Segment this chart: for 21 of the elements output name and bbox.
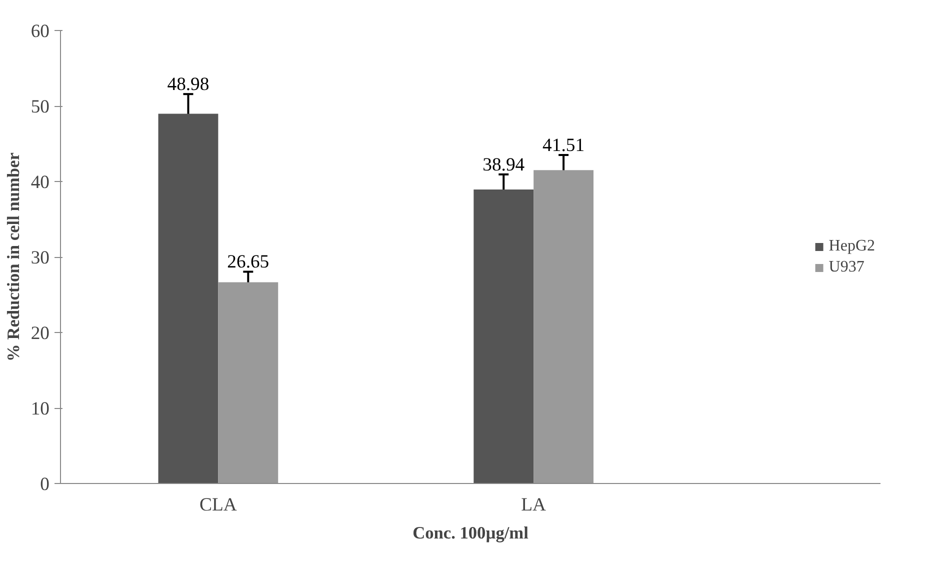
- y-tick-label: 30: [30, 248, 50, 268]
- legend-label: HepG2: [828, 237, 875, 255]
- y-tick-label: 50: [30, 96, 50, 118]
- y-tick-label: 40: [30, 172, 50, 193]
- x-axis-title: Conc. 100µg/ml: [412, 524, 529, 542]
- y-tick-label: 0: [40, 474, 50, 495]
- x-tick-label: LA: [521, 494, 547, 516]
- data-label: 26.65: [227, 252, 270, 273]
- x-tick-label: CLA: [200, 494, 238, 516]
- legend-label: U937: [828, 258, 864, 276]
- y-axis-title: % Reduction in cell number: [4, 152, 23, 362]
- data-label: 48.98: [167, 74, 210, 96]
- bar: [534, 170, 594, 484]
- data-label: 38.94: [482, 154, 526, 176]
- y-tick-label: 10: [30, 398, 50, 420]
- data-label: 41.51: [542, 135, 585, 156]
- bar: [158, 114, 218, 484]
- y-tick-label: 20: [30, 323, 50, 344]
- bar: [218, 282, 278, 484]
- y-tick-label: 60: [30, 21, 50, 42]
- bar: [474, 190, 534, 484]
